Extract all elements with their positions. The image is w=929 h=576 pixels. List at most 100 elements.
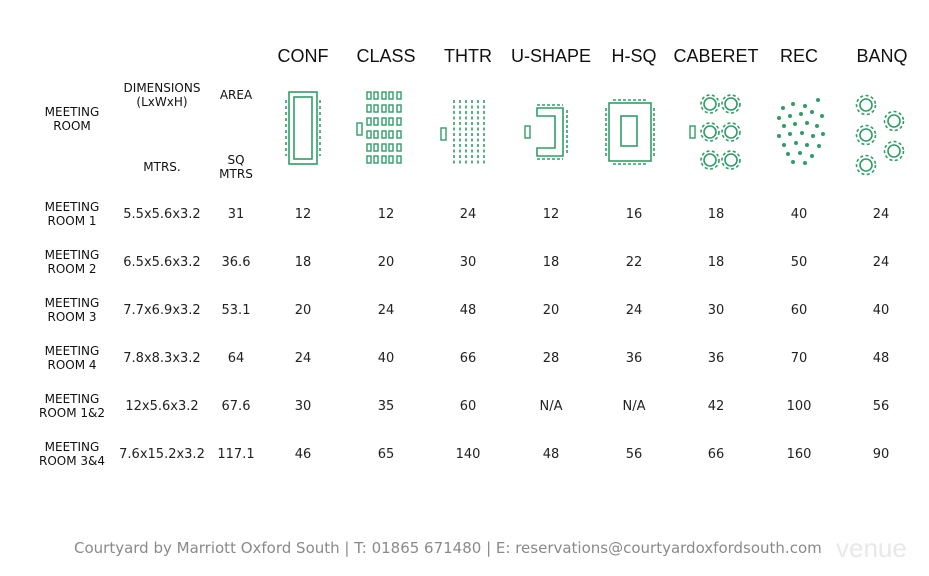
- row-name-line: MEETING: [44, 440, 100, 454]
- meeting-room-header: MEETING ROOM: [32, 105, 112, 133]
- venue-watermark: venue: [836, 533, 907, 563]
- capacity-cell-u-shape: 12: [542, 207, 560, 222]
- row-name-line: ROOM 1&2: [38, 406, 106, 420]
- capacity-cell-conf: 30: [294, 399, 312, 414]
- theatre-layout-icon: [440, 98, 490, 166]
- layout-caption-rec: REC: [779, 46, 818, 66]
- capacity-cell-thtr: 66: [459, 351, 477, 366]
- meeting-room-header-line1: MEETING: [44, 105, 100, 119]
- sq-mtrs-header: SQ MTRS: [206, 153, 266, 181]
- layout-caption-conf: CONF: [277, 46, 329, 66]
- capacity-cell-h-sq: 36: [625, 351, 643, 366]
- row-area: 67.6: [221, 399, 251, 414]
- row-name: MEETING ROOM 1&2: [32, 392, 112, 420]
- layout-caption-h-sq: H-SQ: [611, 46, 657, 66]
- row-name-line: MEETING: [44, 344, 100, 358]
- row-dimensions: 12x5.6x3.2: [125, 399, 199, 414]
- row-name: MEETING ROOM 2: [32, 248, 112, 276]
- reception-layout-icon: [775, 96, 827, 166]
- layout-caption-class: CLASS: [356, 46, 416, 66]
- row-name-line: MEETING: [44, 392, 100, 406]
- capacity-cell-thtr: 24: [459, 207, 477, 222]
- capacity-cell-conf: 20: [294, 303, 312, 318]
- capacity-cell-h-sq: 24: [625, 303, 643, 318]
- capacity-cell-rec: 50: [790, 255, 808, 270]
- capacity-cell-u-shape: N/A: [539, 399, 563, 414]
- conference-layout-icon: [283, 88, 323, 168]
- row-area: 117.1: [217, 447, 255, 462]
- capacity-cell-class: 12: [377, 207, 395, 222]
- capacity-cell-h-sq: 16: [625, 207, 643, 222]
- hollow-square-layout-icon: [605, 98, 655, 166]
- layout-caption-u-shape: U-SHAPE: [510, 46, 591, 66]
- capacity-cell-banq: 24: [872, 255, 890, 270]
- layout-caption-thtr: THTR: [444, 46, 492, 66]
- dimensions-header: DIMENSIONS (LxWxH): [112, 81, 212, 109]
- row-name: MEETING ROOM 1: [32, 200, 112, 228]
- capacity-cell-class: 24: [377, 303, 395, 318]
- capacity-cell-banq: 40: [872, 303, 890, 318]
- capacity-cell-class: 20: [377, 255, 395, 270]
- capacity-cell-h-sq: 56: [625, 447, 643, 462]
- row-dimensions: 6.5x5.6x3.2: [123, 255, 201, 270]
- capacity-cell-caberet: 30: [707, 303, 725, 318]
- capacity-cell-class: 40: [377, 351, 395, 366]
- capacity-cell-rec: 160: [786, 447, 812, 462]
- dimensions-header-line1: DIMENSIONS: [123, 81, 201, 95]
- capacity-cell-conf: 18: [294, 255, 312, 270]
- row-name-line: ROOM 1: [47, 214, 97, 228]
- cabaret-layout-icon: [688, 93, 742, 173]
- capacity-cell-rec: 100: [786, 399, 812, 414]
- layout-caption-caberet: CABERET: [673, 46, 759, 66]
- capacity-cell-h-sq: 22: [625, 255, 643, 270]
- capacity-cell-u-shape: 28: [542, 351, 560, 366]
- row-area: 36.6: [221, 255, 251, 270]
- capacity-cell-caberet: 18: [707, 207, 725, 222]
- capacity-cell-thtr: 60: [459, 399, 477, 414]
- row-name-line: ROOM 2: [47, 262, 97, 276]
- capacity-cell-caberet: 18: [707, 255, 725, 270]
- capacity-cell-rec: 40: [790, 207, 808, 222]
- mtrs-header: MTRS.: [143, 160, 181, 174]
- capacity-cell-thtr: 140: [455, 447, 481, 462]
- capacity-cell-u-shape: 48: [542, 447, 560, 462]
- row-area: 64: [227, 351, 245, 366]
- capacity-cell-caberet: 66: [707, 447, 725, 462]
- row-dimensions: 7.8x8.3x3.2: [123, 351, 201, 366]
- row-area: 31: [227, 207, 245, 222]
- row-name-line: MEETING: [44, 200, 100, 214]
- row-name-line: ROOM 4: [47, 358, 97, 372]
- capacity-cell-class: 65: [377, 447, 395, 462]
- area-header: AREA: [219, 88, 253, 102]
- row-name: MEETING ROOM 3&4: [32, 440, 112, 468]
- capacity-cell-u-shape: 18: [542, 255, 560, 270]
- capacity-cell-thtr: 30: [459, 255, 477, 270]
- capacity-cell-h-sq: N/A: [622, 399, 646, 414]
- capacity-cell-class: 35: [377, 399, 395, 414]
- capacity-cell-conf: 12: [294, 207, 312, 222]
- u-shape-layout-icon: [523, 104, 573, 160]
- row-name: MEETING ROOM 4: [32, 344, 112, 372]
- capacity-cell-banq: 56: [872, 399, 890, 414]
- banquet-layout-icon: [853, 92, 909, 178]
- capacity-cell-banq: 24: [872, 207, 890, 222]
- capacity-cell-conf: 24: [294, 351, 312, 366]
- row-name-line: ROOM 3: [47, 310, 97, 324]
- row-dimensions: 5.5x5.6x3.2: [123, 207, 201, 222]
- meeting-room-header-line2: ROOM: [53, 119, 91, 133]
- row-dimensions: 7.6x15.2x3.2: [119, 447, 205, 462]
- capacity-cell-banq: 48: [872, 351, 890, 366]
- layout-caption-banq: BANQ: [856, 46, 908, 66]
- capacity-cell-thtr: 48: [459, 303, 477, 318]
- row-name: MEETING ROOM 3: [32, 296, 112, 324]
- footer-contact: Courtyard by Marriott Oxford South | T: …: [74, 539, 822, 557]
- row-name-line: ROOM 3&4: [38, 454, 106, 468]
- capacity-cell-u-shape: 20: [542, 303, 560, 318]
- dimensions-header-line2: (LxWxH): [136, 95, 188, 109]
- row-name-line: MEETING: [44, 248, 100, 262]
- capacity-cell-conf: 46: [294, 447, 312, 462]
- capacity-cell-caberet: 42: [707, 399, 725, 414]
- sq-mtrs-header-line2: MTRS: [219, 167, 253, 181]
- row-area: 53.1: [221, 303, 251, 318]
- capacity-cell-rec: 70: [790, 351, 808, 366]
